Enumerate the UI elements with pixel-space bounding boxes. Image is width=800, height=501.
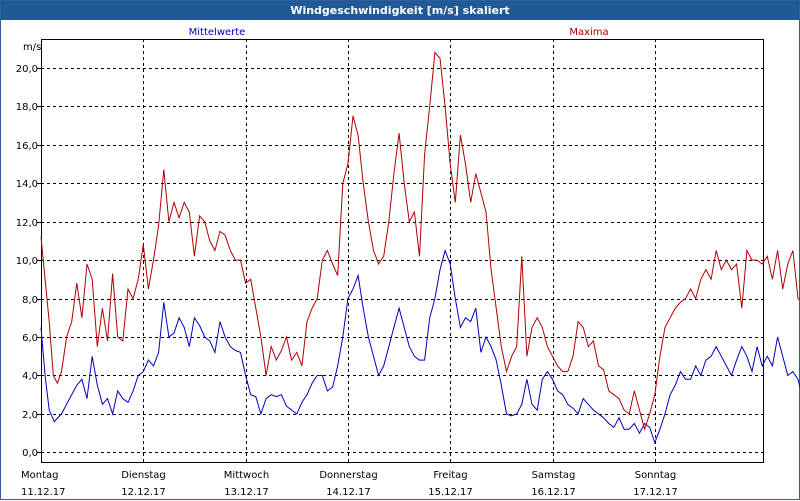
- y-tick-label: 4,0: [22, 371, 38, 382]
- y-tick-label: 6,0: [22, 333, 38, 344]
- chart-title: Windgeschwindigkeit [m/s] skaliert: [1, 1, 799, 20]
- y-tick-label: 20,0: [16, 64, 38, 75]
- x-tick-label-date: 16.12.17: [531, 487, 576, 498]
- x-tick-label-date: 11.12.17: [21, 487, 66, 498]
- series-line-maxima: [40, 51, 800, 432]
- y-tick-label: 14,0: [16, 179, 38, 190]
- x-tick-label-day: Samstag: [532, 470, 576, 481]
- x-tick-label-date: 17.12.17: [633, 487, 678, 498]
- y-tick-label: 0,0: [22, 448, 38, 459]
- plot-frame: [41, 39, 764, 463]
- legend-mittelwerte: Mittelwerte: [189, 27, 246, 38]
- y-tick-label: 2,0: [22, 410, 38, 421]
- y-tick-label: 12,0: [16, 218, 38, 229]
- series-line-mittelwerte: [40, 248, 800, 445]
- x-tick-label-date: 13.12.17: [224, 487, 269, 498]
- x-tick-label-day: Dienstag: [121, 470, 166, 481]
- x-tick-label-date: 14.12.17: [326, 487, 371, 498]
- y-axis-unit-label: m/s: [23, 42, 41, 53]
- x-tick-label-day: Mittwoch: [224, 470, 269, 481]
- x-tick-label-day: Montag: [21, 470, 58, 481]
- x-tick-label-day: Freitag: [433, 470, 467, 481]
- legend-maxima: Maxima: [569, 27, 608, 38]
- y-tick-label: 18,0: [16, 102, 38, 113]
- y-tick-label: 8,0: [22, 295, 38, 306]
- grid: [37, 39, 763, 462]
- y-tick-label: 10,0: [16, 256, 38, 267]
- x-tick-label-day: Sonntag: [635, 470, 677, 481]
- x-tick-label-date: 15.12.17: [428, 487, 473, 498]
- x-tick-label-day: Donnerstag: [319, 470, 377, 481]
- y-tick-label: 16,0: [16, 141, 38, 152]
- x-tick-label-date: 12.12.17: [121, 487, 166, 498]
